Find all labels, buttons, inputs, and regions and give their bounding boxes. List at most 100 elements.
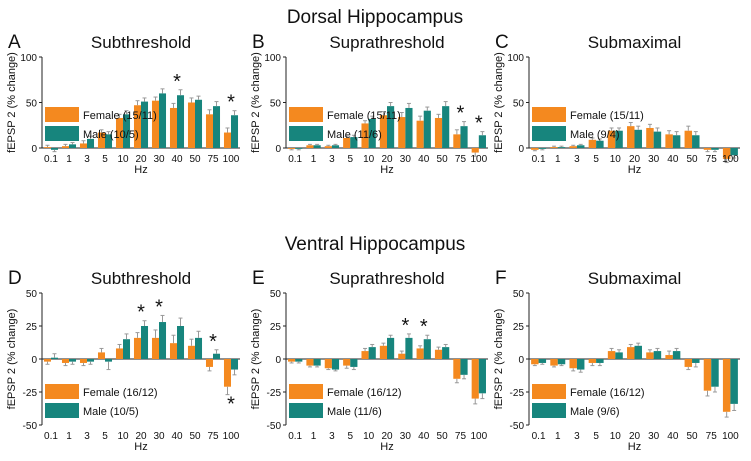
bar-male — [692, 135, 700, 148]
y-tick-label: -50 — [23, 421, 38, 432]
y-axis-label: fEPSP 2 (% change) — [6, 52, 18, 153]
bar-female — [550, 359, 558, 366]
x-tick-label: 5 — [593, 431, 599, 442]
x-tick-label: 100 — [223, 431, 240, 442]
bar-male — [87, 138, 95, 148]
panel-title: Submaximal — [588, 33, 682, 52]
bar-female — [416, 120, 424, 148]
y-tick-label: 100 — [507, 53, 524, 64]
x-tick-label: 40 — [418, 154, 430, 165]
x-tick-label: 1 — [66, 154, 72, 165]
bar-female — [61, 359, 69, 363]
x-tick-label: 30 — [400, 431, 412, 442]
bar-male — [615, 352, 623, 359]
bar-male — [672, 351, 681, 359]
x-tick-label: 40 — [171, 154, 183, 165]
section-title-ventral: Ventral Hippocampus — [285, 234, 466, 255]
x-tick-label: 30 — [153, 431, 165, 442]
bar-male — [387, 106, 395, 148]
bar-male — [141, 101, 149, 148]
bar-male — [368, 118, 376, 148]
bar-female — [61, 146, 69, 148]
legend-label: Female (15/11) — [570, 110, 644, 122]
bar-female — [703, 148, 712, 150]
y-axis-label: fEPSP 2 (% change) — [250, 52, 262, 153]
y-tick-label: 0 — [31, 144, 37, 155]
bar-male — [538, 359, 547, 363]
bar-female — [187, 102, 195, 148]
legend-label: Male (10/5) — [83, 129, 139, 141]
bar-male — [141, 326, 149, 359]
x-tick-label: 1 — [555, 154, 561, 165]
bar-female — [665, 355, 673, 359]
bar-male — [231, 359, 239, 370]
y-tick-label: 50 — [270, 289, 282, 300]
bar-male — [692, 359, 700, 363]
bar-male — [159, 322, 167, 359]
x-tick-label: 100 — [223, 154, 240, 165]
bar-male — [177, 326, 185, 359]
x-tick-label: 10 — [117, 154, 129, 165]
x-tick-label: 1 — [311, 431, 317, 442]
bar-female — [43, 147, 51, 148]
bar-female — [205, 359, 213, 367]
bar-male — [368, 347, 376, 359]
bar-male — [730, 148, 738, 156]
x-tick-label: 0.1 — [532, 431, 546, 442]
x-tick-label: 10 — [363, 431, 375, 442]
bar-male — [350, 359, 358, 367]
bar-female — [343, 359, 351, 366]
x-axis-label: Hz — [134, 441, 147, 453]
bar-female — [588, 139, 597, 148]
x-axis-label: Hz — [380, 164, 393, 176]
bar-female — [306, 145, 314, 148]
x-tick-label: 3 — [329, 154, 335, 165]
bar-female — [187, 345, 195, 359]
bar-male — [159, 93, 167, 148]
bar-male — [711, 359, 719, 387]
bar-female — [151, 100, 159, 148]
legend-label: Female (16/12) — [327, 387, 402, 399]
bar-female — [133, 105, 141, 148]
y-tick-label: -25 — [23, 388, 38, 399]
chart-panel-f: F Submaximal -50 -25 0 25 50 fEPSP 2 (% change)… — [493, 268, 740, 453]
bar-male — [313, 145, 321, 148]
bar-female — [531, 148, 539, 150]
panel-letter: B — [252, 32, 265, 53]
x-tick-label: 5 — [593, 154, 599, 165]
legend-swatch-female — [532, 384, 566, 399]
bar-male — [634, 129, 642, 148]
significance-star: * — [420, 316, 428, 338]
x-axis-label: Hz — [380, 441, 393, 453]
x-tick-label: 75 — [706, 154, 718, 165]
bar-female — [324, 359, 332, 369]
y-tick-label: -25 — [510, 388, 525, 399]
bar-female — [627, 347, 635, 359]
bar-female — [361, 123, 369, 148]
y-tick-label: 25 — [270, 322, 282, 333]
bar-female — [398, 117, 406, 148]
bar-female — [607, 130, 616, 148]
bar-male — [460, 359, 468, 375]
x-tick-label: 30 — [648, 154, 660, 165]
bar-female — [306, 359, 314, 366]
bar-male — [105, 134, 113, 148]
panel-title: Subthreshold — [91, 269, 191, 288]
legend-label: Male (10/5) — [83, 406, 139, 418]
bar-male — [195, 337, 203, 359]
section-title-dorsal: Dorsal Hippocampus — [287, 7, 463, 28]
x-tick-label: 10 — [117, 431, 129, 442]
bar-male — [213, 106, 221, 148]
x-tick-label: 10 — [363, 154, 375, 165]
bar-female — [205, 114, 213, 148]
bar-female — [379, 345, 387, 359]
bar-male — [478, 359, 486, 394]
bar-female — [288, 359, 296, 362]
x-tick-label: 1 — [311, 154, 317, 165]
x-tick-label: 20 — [629, 431, 641, 442]
legend-swatch-female — [289, 107, 323, 122]
bar-male — [557, 359, 566, 365]
bar-female — [97, 352, 105, 359]
